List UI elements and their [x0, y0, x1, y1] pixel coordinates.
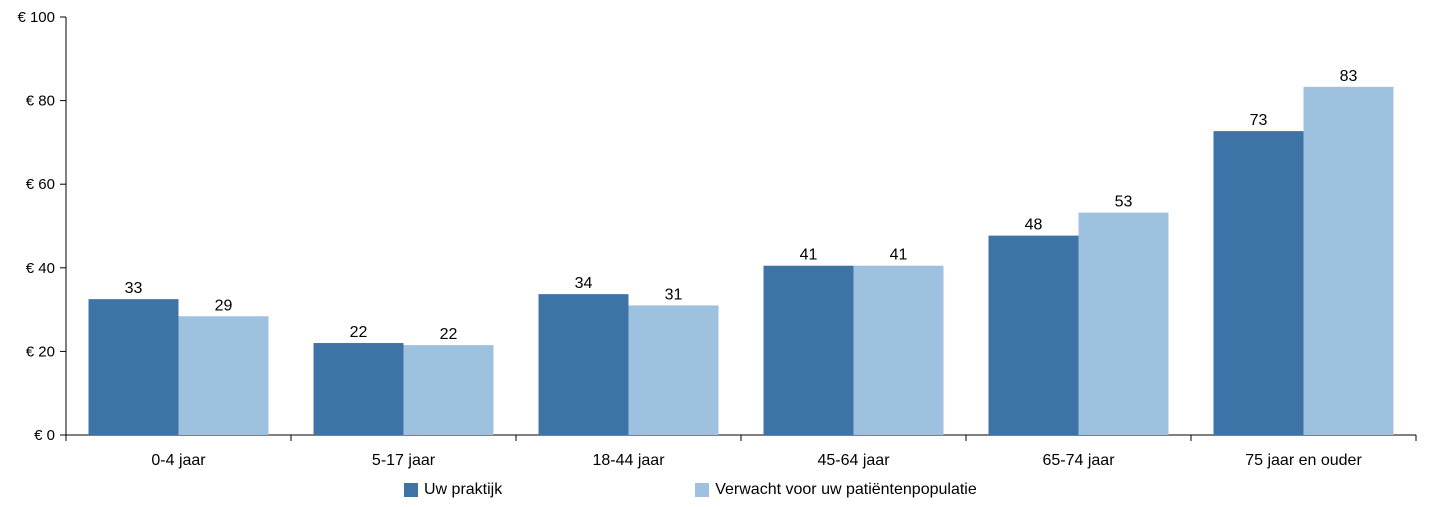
bar-value-label: 41 [890, 247, 908, 264]
legend: Uw praktijk Verwacht voor uw patiëntenpo… [404, 480, 977, 500]
bar-uw-praktijk [988, 235, 1079, 435]
bar-uw-praktijk [313, 343, 404, 435]
bar-verwacht [1078, 212, 1169, 435]
bar-value-label: 83 [1340, 68, 1358, 85]
bar-verwacht [628, 305, 719, 435]
legend-swatch-verwacht [695, 483, 710, 497]
bar-value-label: 41 [800, 247, 818, 264]
legend-label-verwacht: Verwacht voor uw patiëntenpopulatie [715, 481, 977, 498]
bar-value-label: 53 [1115, 194, 1133, 211]
y-tick-label: € 0 [34, 427, 55, 444]
x-category-label: 75 jaar en ouder [1245, 452, 1362, 469]
bar-value-label: 34 [575, 275, 593, 292]
bar-value-label: 73 [1250, 112, 1268, 129]
bar-value-label: 33 [125, 280, 143, 297]
bar-value-label: 31 [665, 286, 683, 303]
bar-value-label: 22 [440, 326, 458, 343]
legend-swatch-uw-praktijk [404, 483, 418, 497]
legend-label-uw-praktijk: Uw praktijk [424, 481, 503, 498]
x-category-label: 65-74 jaar [1042, 452, 1115, 469]
x-category-label: 45-64 jaar [817, 452, 890, 469]
y-tick-label: € 80 [26, 93, 55, 110]
bars-group [88, 86, 1394, 435]
y-axis-ticks: € 0 € 20 € 40 € 60 € 80 € 100 [17, 9, 66, 444]
legend-item-verwacht: Verwacht voor uw patiëntenpopulatie [695, 481, 977, 499]
x-category-label: 18-44 jaar [592, 452, 665, 469]
bar-uw-praktijk [763, 265, 854, 435]
x-category-label: 5-17 jaar [372, 452, 436, 469]
y-tick-label: € 60 [26, 176, 55, 193]
legend-item-uw-praktijk: Uw praktijk [404, 481, 502, 499]
bar-value-label: 22 [350, 324, 368, 341]
bar-value-label: 48 [1025, 217, 1043, 234]
bar-uw-praktijk [538, 294, 629, 435]
bar-verwacht [853, 265, 944, 435]
bar-verwacht [403, 345, 494, 435]
bar-uw-praktijk [1213, 131, 1304, 435]
y-tick-label: € 100 [17, 9, 55, 26]
bar-value-label: 29 [215, 297, 233, 314]
y-tick-label: € 40 [26, 260, 55, 277]
x-axis-ticks: 0-4 jaar 5-17 jaar 18-44 jaar 45-64 jaar 65-… [65, 435, 1417, 469]
x-category-label: 0-4 jaar [151, 452, 206, 469]
bar-uw-praktijk [88, 299, 179, 435]
bar-verwacht [178, 316, 269, 435]
y-tick-label: € 20 [26, 343, 55, 360]
bar-verwacht [1303, 86, 1394, 435]
bar-value-labels: 33 29 22 22 34 31 41 41 48 53 73 83 [125, 68, 1358, 343]
